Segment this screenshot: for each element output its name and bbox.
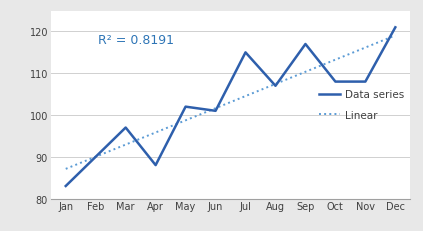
Legend: Data series, Linear: Data series, Linear — [315, 86, 408, 125]
Text: R² = 0.8191: R² = 0.8191 — [97, 33, 173, 46]
